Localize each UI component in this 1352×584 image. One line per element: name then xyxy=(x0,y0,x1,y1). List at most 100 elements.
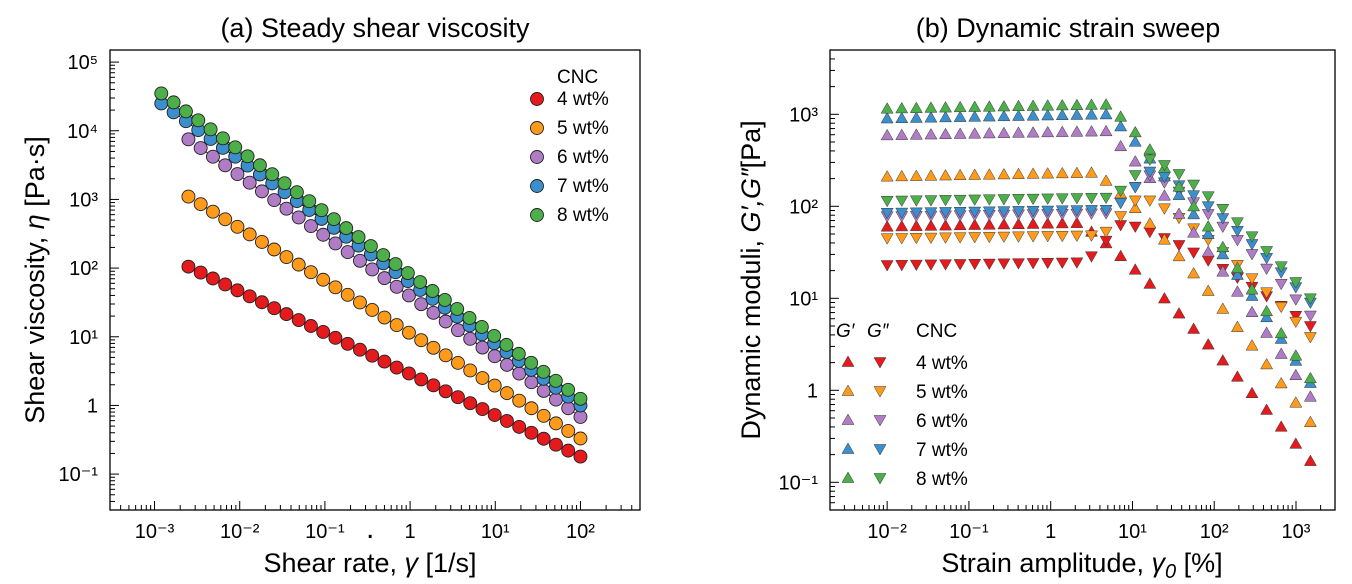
data-point xyxy=(413,275,428,289)
data-point xyxy=(166,95,181,110)
data-point xyxy=(561,401,576,416)
gprime-point xyxy=(1012,109,1025,121)
gprime-point xyxy=(1303,390,1317,402)
gprime-point xyxy=(1303,371,1317,384)
x-tick-label: 1 xyxy=(405,521,416,543)
gprime-point xyxy=(1158,292,1171,304)
data-point xyxy=(376,248,391,263)
data-point xyxy=(487,378,502,393)
gdoubleprime-point xyxy=(1143,154,1157,166)
gdoubleprime-point xyxy=(1289,277,1303,289)
gprime-point xyxy=(1289,437,1303,449)
data-point xyxy=(265,167,280,182)
legend-marker xyxy=(530,150,544,164)
gdoubleprime-point xyxy=(1303,321,1317,333)
y-tick-label: 10⁵ xyxy=(67,52,98,74)
legend-label: 5 wt% xyxy=(557,118,609,139)
gdoubleprime-point xyxy=(1128,195,1142,207)
gprime-point xyxy=(1099,124,1113,137)
data-point xyxy=(193,197,208,212)
gdoubleprime-point xyxy=(968,194,982,206)
data-point xyxy=(438,314,453,329)
gdoubleprime-point xyxy=(1012,194,1025,206)
legend-gdoubleprime-marker xyxy=(873,386,887,398)
x-tick-label: 10³ xyxy=(1282,521,1311,543)
gprime-point xyxy=(1172,249,1186,262)
data-point xyxy=(451,355,465,370)
gdoubleprime-point xyxy=(1187,247,1201,259)
gprime-point xyxy=(1201,245,1215,257)
data-point xyxy=(524,425,539,440)
data-point xyxy=(426,340,441,355)
legend-gprime-marker xyxy=(841,471,855,483)
gprime-point xyxy=(1085,125,1098,137)
gprime-point xyxy=(953,100,967,113)
gprime-point xyxy=(1172,180,1186,192)
gprime-point xyxy=(1026,99,1040,111)
data-point xyxy=(512,419,527,434)
gdoubleprime-point xyxy=(1260,246,1274,258)
data-point xyxy=(193,141,208,155)
gdoubleprime-point xyxy=(968,232,982,244)
legend-label: 6 wt% xyxy=(916,411,968,432)
gdoubleprime-point xyxy=(1274,261,1288,273)
gprime-point xyxy=(1274,332,1288,344)
data-point xyxy=(303,219,318,234)
legend-gprime-marker xyxy=(841,355,855,367)
data-point xyxy=(291,257,306,272)
gdoubleprime-point xyxy=(895,233,909,245)
data-point xyxy=(400,266,415,280)
data-point xyxy=(230,167,245,181)
data-point xyxy=(438,384,453,399)
data-point xyxy=(181,259,196,274)
gprime-point xyxy=(997,167,1011,180)
gdoubleprime-point xyxy=(1055,205,1069,217)
data-point xyxy=(389,318,404,333)
gdoubleprime-point xyxy=(909,207,923,219)
data-point xyxy=(573,409,588,424)
gdoubleprime-point xyxy=(1158,203,1171,215)
data-point xyxy=(303,265,318,280)
data-point xyxy=(437,293,452,307)
gprime-point xyxy=(1289,396,1303,408)
gprime-point xyxy=(1260,326,1274,338)
data-point xyxy=(240,149,255,164)
gprime-point xyxy=(1114,249,1128,261)
gdoubleprime-point xyxy=(1114,185,1128,198)
gdoubleprime-point xyxy=(1274,301,1288,314)
gprime-point xyxy=(1085,98,1098,110)
gprime-point xyxy=(1128,155,1142,167)
gprime-point xyxy=(1187,226,1201,238)
panel-b-marks xyxy=(880,98,1317,466)
gprime-point xyxy=(1201,227,1215,239)
gprime-point xyxy=(1245,305,1259,317)
data-point xyxy=(536,408,551,423)
data-point xyxy=(512,393,527,408)
gprime-point xyxy=(1012,167,1025,179)
data-point xyxy=(451,390,465,405)
data-point xyxy=(500,414,514,428)
data-point xyxy=(267,242,282,257)
data-point xyxy=(524,375,539,390)
legend-marker xyxy=(530,179,544,193)
gprime-point xyxy=(1128,135,1142,147)
gdoubleprime-point xyxy=(1041,205,1055,218)
data-point xyxy=(191,113,206,128)
panel-b-legend: G′ G″ CNC 4 wt% 5 wt% 6 wt% 7 wt% 8 wt% xyxy=(836,321,968,490)
gprime-point xyxy=(1143,277,1157,289)
gprime-point xyxy=(895,219,909,232)
gprime-point xyxy=(1274,326,1288,339)
gprime-point xyxy=(1041,99,1055,111)
y-tick-label: 1 xyxy=(807,380,818,402)
data-point xyxy=(303,319,318,333)
x-tick-label: 10⁻³ xyxy=(135,521,175,543)
gprime-point xyxy=(924,219,938,231)
gprime-point xyxy=(1158,233,1171,245)
gprime-point xyxy=(895,169,909,182)
gprime-point xyxy=(1070,108,1084,120)
gdoubleprime-point xyxy=(1289,311,1303,323)
gdoubleprime-point xyxy=(1128,170,1142,182)
y-tick-label: 10³ xyxy=(789,104,818,126)
legend-gdoubleprime-marker xyxy=(873,444,887,456)
gprime-point xyxy=(1128,125,1142,138)
